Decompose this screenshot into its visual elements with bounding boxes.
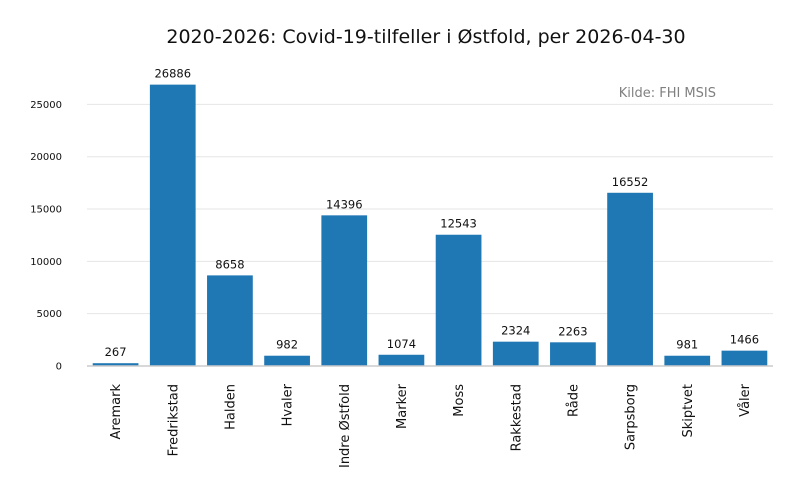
- x-tick-label: Marker: [395, 383, 410, 429]
- bar: [207, 275, 253, 366]
- y-tick-label: 10000: [30, 257, 62, 268]
- y-tick-label: 20000: [30, 152, 62, 163]
- x-tick-label: Fredrikstad: [166, 384, 181, 456]
- x-tick-label: Moss: [452, 384, 467, 417]
- bar: [607, 192, 653, 366]
- data-label: 2324: [501, 324, 530, 338]
- data-label: 2263: [558, 324, 587, 338]
- data-label: 26886: [154, 67, 191, 81]
- x-tick-label: Våler: [738, 383, 753, 416]
- data-label: 12543: [440, 217, 477, 231]
- bar: [149, 84, 196, 367]
- data-label: 981: [676, 338, 698, 352]
- x-tick-label: Sarpsborg: [624, 384, 639, 450]
- bar: [92, 363, 139, 366]
- bars: [92, 84, 768, 367]
- data-label: 8658: [215, 257, 244, 271]
- bar: [264, 355, 310, 366]
- bar: [664, 355, 711, 366]
- y-axis-ticks: 0 5000 10000 15000 20000 25000: [30, 100, 62, 373]
- x-tick-label: Råde: [566, 384, 581, 417]
- x-tick-label: Hvaler: [281, 383, 296, 426]
- x-tick-label: Halden: [223, 384, 238, 430]
- data-labels: 267 26886 8658 982 14396 1074 12543 2324 2263 165…: [105, 67, 759, 360]
- y-tick-label: 25000: [30, 100, 62, 111]
- data-label: 267: [105, 345, 127, 359]
- x-axis-ticks: Aremark Fredrikstad Halden Hvaler Indre Østf…: [109, 383, 753, 468]
- data-label: 982: [276, 338, 298, 352]
- data-label: 16552: [612, 175, 649, 189]
- x-tick-label: Aremark: [109, 384, 124, 440]
- bar: [721, 350, 768, 366]
- x-tick-label: Skiptvet: [681, 384, 696, 438]
- data-label: 1074: [387, 337, 416, 351]
- source-note: Kilde: FHI MSIS: [619, 86, 716, 101]
- chart-title: 2020-2026: Covid-19-tilfeller i Østfold,…: [166, 26, 685, 48]
- gridlines: [87, 103, 773, 315]
- data-label: 14396: [326, 197, 363, 211]
- bar: [492, 341, 539, 366]
- data-label: 1466: [730, 333, 759, 347]
- y-tick-label: 0: [56, 362, 62, 373]
- x-tick-label: Indre Østfold: [338, 384, 353, 468]
- y-tick-label: 15000: [30, 205, 62, 216]
- y-tick-label: 5000: [37, 309, 62, 320]
- bar: [550, 342, 596, 366]
- bar: [321, 215, 368, 366]
- x-tick-label: Rakkestad: [509, 384, 524, 451]
- bar: [378, 354, 425, 366]
- bar: [435, 234, 482, 366]
